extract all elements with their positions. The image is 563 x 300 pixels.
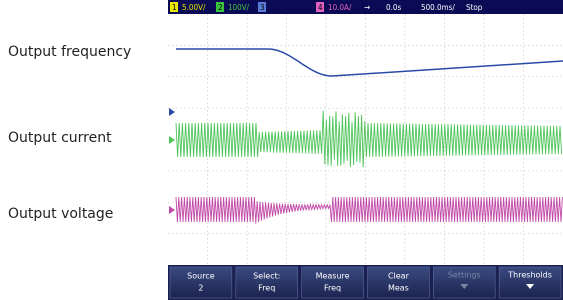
softkey-label: Measure [316,272,350,281]
softkey-value: Freq [324,284,341,293]
softkey-label: Clear [388,272,410,281]
softkey-value: Freq [258,284,275,293]
trigger-icon: → [364,3,370,12]
channel-scale: 5.00V/ [182,3,206,12]
trace-label: Output current [8,130,112,146]
channel-scale: 10.0A/ [328,3,352,12]
delay: 0.0s [386,3,401,12]
page: Output frequency Output current Output v… [0,0,563,300]
channel-number: 2 [218,3,223,12]
softkey-label: Source [187,272,215,281]
run-state: Stop [466,3,483,12]
trace-label: Output frequency [8,44,131,60]
timebase: 500.0ms/ [421,3,455,12]
figure: Output frequency Output current Output v… [0,0,563,300]
channel-number: 3 [260,3,265,12]
softkey-value: Meas [388,284,409,293]
softkey-value: 2 [198,284,203,293]
scope-screen: 1 5.00V/ 2 100V/ 3 4 10.0A/ → 0.0s 500.0… [168,0,563,300]
channel-number: 1 [172,3,177,12]
softkey-label: Thresholds [507,271,552,280]
softkey-label: Select: [253,272,280,281]
channel-number: 4 [318,3,323,12]
softkey-label: Settings [448,271,481,280]
channel-scale: 100V/ [228,3,250,12]
trace-label: Output voltage [8,206,113,222]
